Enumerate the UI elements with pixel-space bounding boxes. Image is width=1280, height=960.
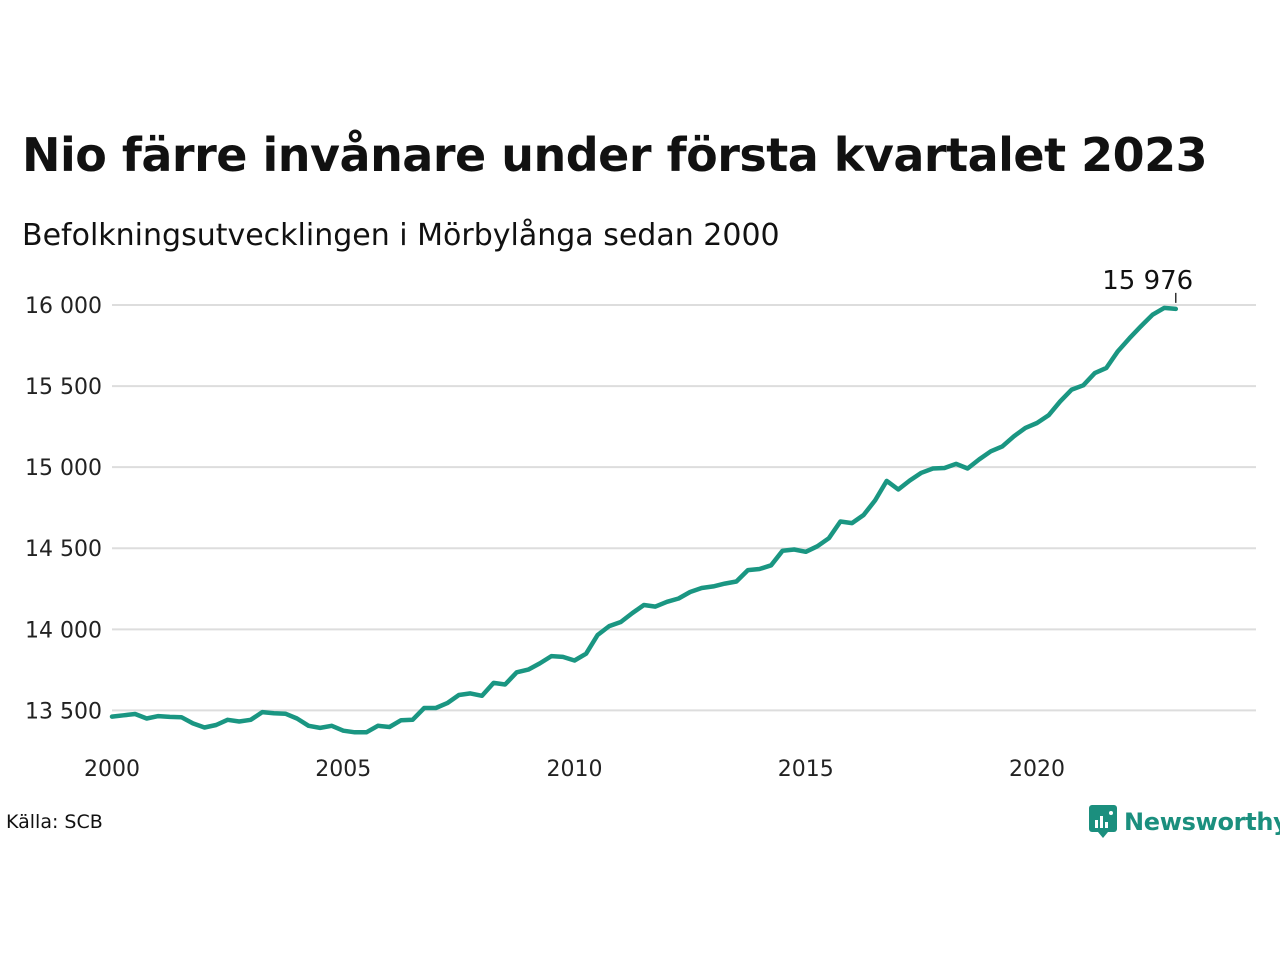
x-tick-label: 2005	[315, 757, 371, 782]
gridlines	[112, 303, 1256, 712]
y-axis-labels: 13 500 14 000 14 500 15 000 15 500 16 000	[25, 294, 102, 724]
y-tick-label: 15 500	[25, 375, 102, 400]
population-line	[109, 305, 1179, 735]
y-tick-label: 15 000	[25, 456, 102, 481]
annotation-label: 15 976	[1102, 266, 1193, 296]
y-tick-label: 16 000	[25, 294, 102, 319]
y-tick-label: 14 000	[25, 618, 102, 643]
y-tick-label: 13 500	[25, 699, 102, 724]
brand-logo: Newsworthy	[1088, 804, 1280, 840]
chart-title: Nio färre invånare under första kvartale…	[22, 128, 1208, 182]
x-tick-label: 2015	[778, 757, 834, 782]
source-note: Källa: SCB	[6, 811, 103, 833]
y-tick-label: 14 500	[25, 537, 102, 562]
chart-subtitle: Befolkningsutvecklingen i Mörbylånga sed…	[22, 218, 780, 253]
x-tick-label: 2000	[84, 757, 140, 782]
x-tick-label: 2020	[1009, 757, 1065, 782]
brand-name: Newsworthy	[1124, 808, 1280, 836]
annotation-layer: 15 976	[1102, 266, 1193, 303]
series-layer	[109, 305, 1179, 735]
x-tick-label: 2010	[547, 757, 603, 782]
newsworthy-logo-icon	[1089, 805, 1117, 838]
x-axis-labels: 2000 2005 2010 2015 2020	[84, 757, 1065, 782]
